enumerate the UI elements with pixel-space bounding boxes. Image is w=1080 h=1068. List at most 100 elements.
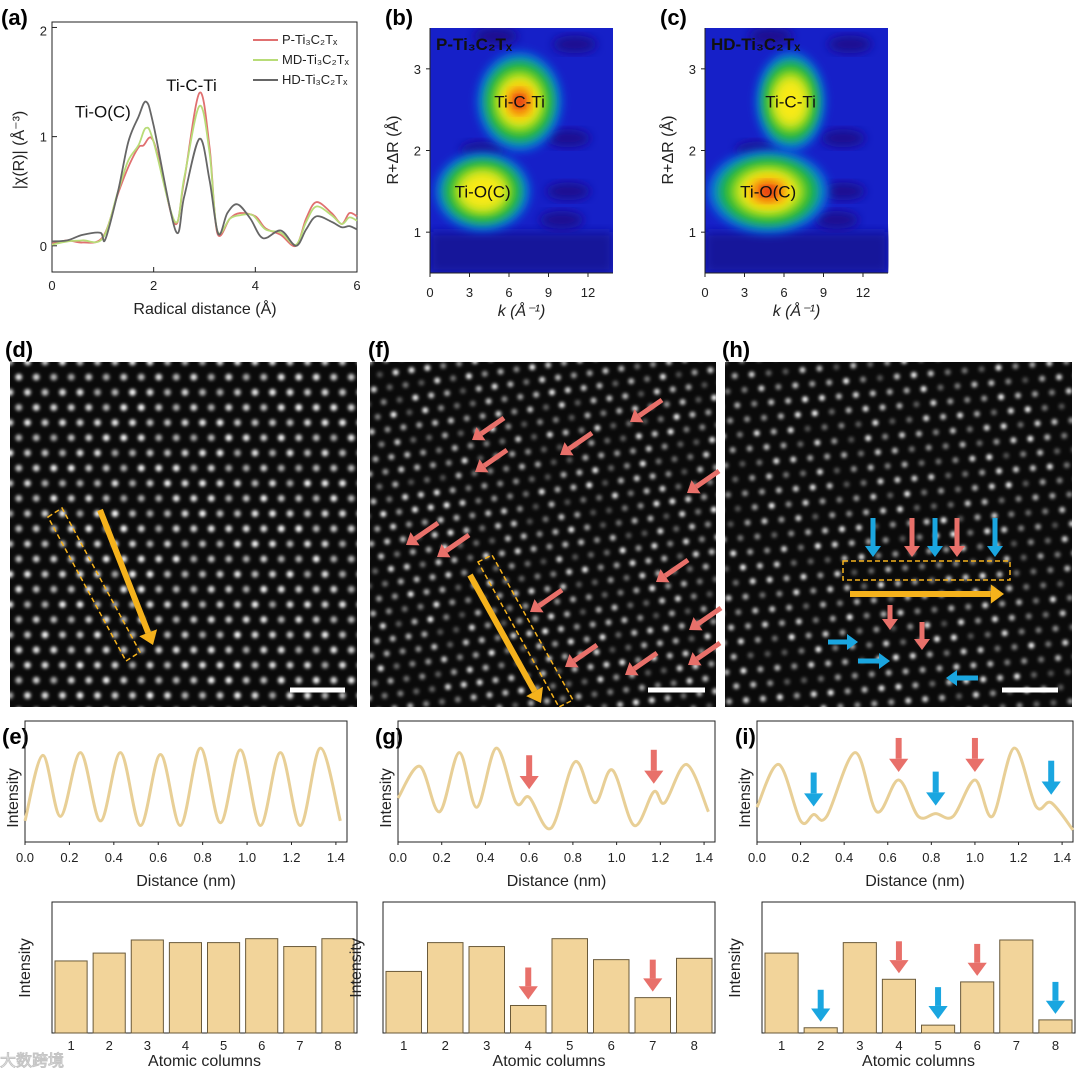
x-tick-label: 8 bbox=[691, 1038, 698, 1053]
vacancy-arrow-icon bbox=[530, 587, 564, 613]
x-tick-label: 3 bbox=[483, 1038, 490, 1053]
heatmap-title: P-Ti₃C₂Tₓ bbox=[436, 35, 513, 54]
peak-label: Ti-C-Ti bbox=[765, 93, 816, 112]
y-tick-label: 2 bbox=[414, 144, 421, 159]
intensity-profile-line bbox=[755, 746, 1075, 831]
x-axis-label: Atomic columns bbox=[493, 1053, 606, 1068]
bar bbox=[803, 1027, 838, 1034]
x-tick-label: 6 bbox=[974, 1038, 981, 1053]
y-tick-label: 0 bbox=[40, 239, 47, 254]
x-axis-label: Distance (nm) bbox=[865, 873, 965, 890]
heatmap-low-region bbox=[552, 35, 597, 54]
scan-direction-arrow-icon bbox=[97, 508, 158, 645]
peak-annotation: Ti-O(C) bbox=[75, 103, 131, 122]
panel-label-c: (c) bbox=[660, 5, 687, 30]
bar bbox=[676, 957, 713, 1034]
bar bbox=[634, 997, 671, 1034]
y-axis-label: R+ΔR (Å) bbox=[383, 116, 402, 185]
x-tick-label: 0 bbox=[426, 285, 433, 300]
y-tick-label: 1 bbox=[414, 225, 421, 240]
heatmap-low-region bbox=[814, 210, 859, 229]
series-line-1 bbox=[51, 105, 358, 246]
vacancy-arrow-icon bbox=[687, 468, 721, 494]
y-tick-label: 1 bbox=[40, 130, 47, 145]
x-tick-label: 0.6 bbox=[149, 850, 167, 865]
x-tick-label: 0.2 bbox=[60, 850, 78, 865]
bar bbox=[468, 946, 505, 1034]
x-tick-label: 7 bbox=[649, 1038, 656, 1053]
vacancy-arrow-icon bbox=[406, 520, 440, 546]
bar bbox=[960, 981, 995, 1034]
panel-label-g: (g) bbox=[375, 724, 403, 749]
marker-arrow-icon bbox=[804, 772, 824, 807]
x-axis-label: k (Å⁻¹) bbox=[773, 301, 821, 320]
marker-arrow-icon bbox=[889, 737, 909, 772]
vacancy-arrow-icon bbox=[656, 557, 690, 583]
bar bbox=[92, 952, 126, 1034]
x-tick-label: 2 bbox=[817, 1038, 824, 1053]
marker-arrow-icon bbox=[926, 771, 946, 806]
x-tick-label: 12 bbox=[581, 285, 595, 300]
scan-direction-arrow-icon bbox=[467, 573, 543, 703]
heatmap-low-region bbox=[821, 129, 866, 148]
vacancy-arrow-icon bbox=[688, 640, 722, 666]
marker-arrow-icon bbox=[643, 959, 663, 992]
bar bbox=[764, 952, 799, 1034]
y-axis-label: Intensity bbox=[378, 768, 395, 828]
peak-annotation: Ti-C-Ti bbox=[166, 76, 217, 95]
x-tick-label: 4 bbox=[252, 278, 259, 293]
bar bbox=[427, 942, 464, 1034]
y-axis-label: Intensity bbox=[737, 768, 754, 828]
heatmap bbox=[705, 28, 888, 273]
x-tick-label: 0.0 bbox=[16, 850, 34, 865]
bar bbox=[207, 942, 241, 1034]
x-tick-label: 6 bbox=[353, 278, 360, 293]
marker-arrow-icon bbox=[518, 967, 538, 1000]
x-tick-label: 0.2 bbox=[433, 850, 451, 865]
x-tick-label: 1.2 bbox=[282, 850, 300, 865]
line-profile-box bbox=[47, 506, 141, 663]
vacancy-arrow-icon bbox=[630, 397, 664, 423]
bar bbox=[321, 938, 355, 1034]
legend-label: P-Ti₃C₂Tₓ bbox=[282, 32, 338, 47]
series-line-2 bbox=[51, 100, 358, 247]
vacancy-arrow-icon bbox=[689, 605, 723, 631]
y-axis-label: R+ΔR (Å) bbox=[658, 116, 677, 185]
panel-label-i: (i) bbox=[735, 724, 756, 749]
x-axis-label: k (Å⁻¹) bbox=[498, 301, 546, 320]
vacancy-arrow-icon bbox=[882, 605, 898, 630]
heatmap-low-region bbox=[546, 182, 591, 201]
bar bbox=[510, 1004, 547, 1034]
vacancy-arrow-icon bbox=[914, 622, 930, 650]
x-tick-label: 5 bbox=[220, 1038, 227, 1053]
intensity-profile-line bbox=[23, 746, 342, 827]
marker-arrow-icon bbox=[965, 737, 985, 772]
vacancy-arrow-icon bbox=[858, 653, 890, 669]
x-tick-label: 3 bbox=[741, 285, 748, 300]
plot-frame bbox=[382, 901, 716, 1034]
vacancy-arrow-icon bbox=[560, 430, 594, 456]
bar bbox=[593, 959, 630, 1034]
vacancy-arrow-icon bbox=[565, 642, 599, 668]
heatmap-low-region bbox=[473, 28, 518, 46]
x-tick-label: 0 bbox=[48, 278, 55, 293]
bar bbox=[54, 960, 88, 1034]
x-tick-label: 2 bbox=[442, 1038, 449, 1053]
x-tick-label: 4 bbox=[182, 1038, 189, 1053]
stem-image-h bbox=[725, 362, 1072, 707]
x-tick-label: 0 bbox=[701, 285, 708, 300]
x-tick-label: 1.0 bbox=[238, 850, 256, 865]
x-tick-label: 0.8 bbox=[194, 850, 212, 865]
x-tick-label: 0.6 bbox=[520, 850, 538, 865]
x-tick-label: 6 bbox=[505, 285, 512, 300]
panel-label-e: (e) bbox=[2, 724, 29, 749]
x-tick-label: 4 bbox=[525, 1038, 532, 1053]
bar bbox=[130, 939, 164, 1034]
bar bbox=[245, 938, 279, 1034]
vacancy-arrow-icon bbox=[927, 518, 943, 557]
x-tick-label: 0.6 bbox=[879, 850, 897, 865]
bar bbox=[921, 1024, 956, 1034]
heatmap-peak-contour bbox=[761, 186, 775, 196]
bar bbox=[842, 942, 877, 1034]
y-tick-label: 2 bbox=[40, 23, 47, 38]
